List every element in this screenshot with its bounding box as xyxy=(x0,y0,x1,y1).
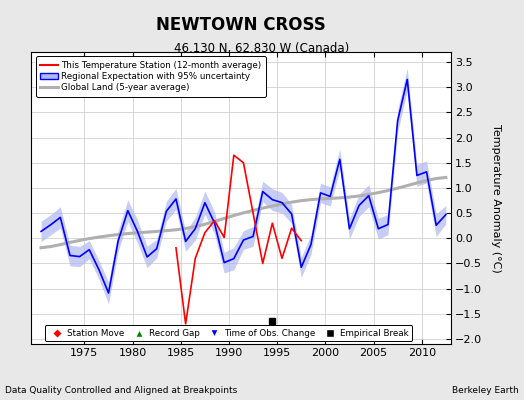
Text: 46.130 N, 62.830 W (Canada): 46.130 N, 62.830 W (Canada) xyxy=(174,42,350,55)
Text: Data Quality Controlled and Aligned at Breakpoints: Data Quality Controlled and Aligned at B… xyxy=(5,386,237,395)
Legend: Station Move, Record Gap, Time of Obs. Change, Empirical Break: Station Move, Record Gap, Time of Obs. C… xyxy=(45,325,412,341)
Title: NEWTOWN CROSS: NEWTOWN CROSS xyxy=(156,16,326,34)
Text: Berkeley Earth: Berkeley Earth xyxy=(452,386,519,395)
Y-axis label: Temperature Anomaly (°C): Temperature Anomaly (°C) xyxy=(492,124,501,272)
